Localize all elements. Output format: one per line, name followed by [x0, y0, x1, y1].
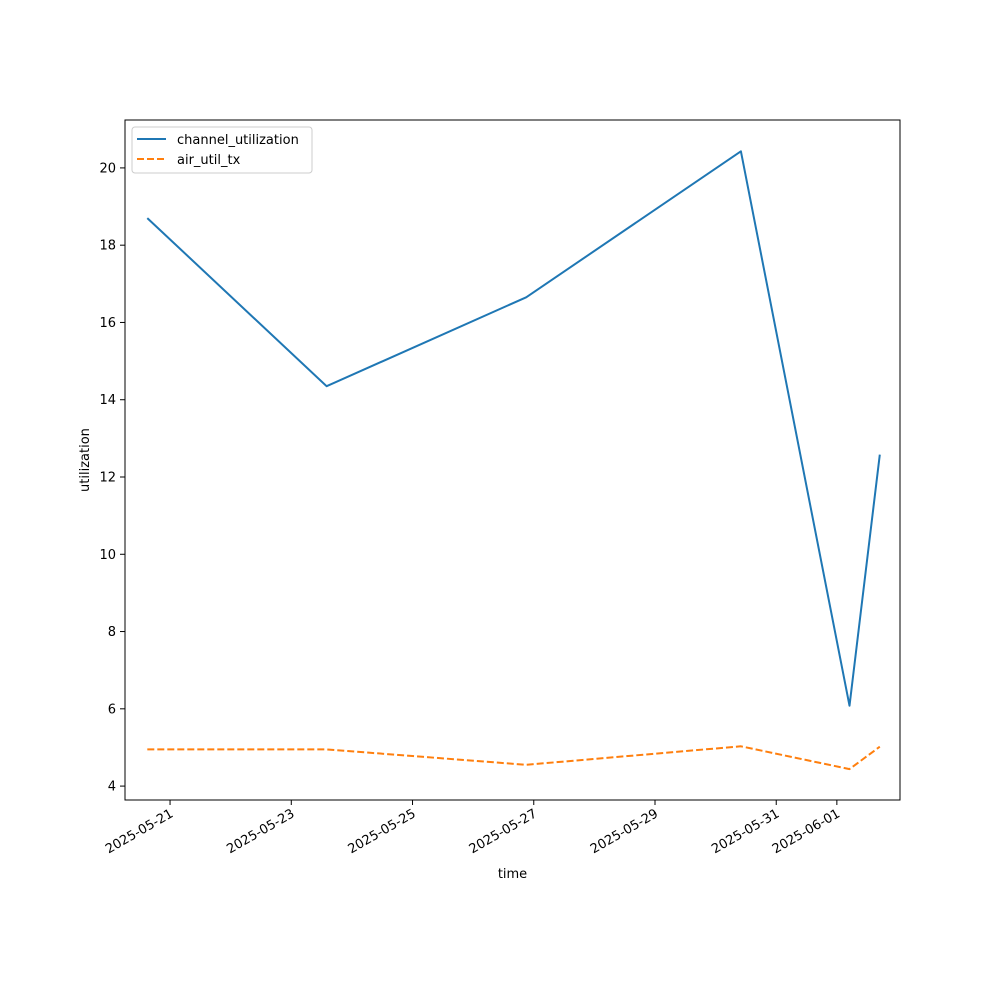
y-tick-label: 6 — [108, 702, 116, 717]
plot-frame — [124, 119, 901, 801]
series-line-channel-utilization — [146, 150, 881, 707]
y-axis-label: utilization — [78, 428, 93, 492]
y-tick-label: 12 — [99, 471, 116, 486]
y-tick-label: 18 — [99, 239, 116, 254]
legend-box — [131, 126, 313, 174]
series-line-air-util-tx — [147, 745, 881, 771]
y-tick-label: 20 — [99, 161, 116, 176]
x-axis-label: time — [498, 867, 527, 882]
legend-label-channel-utilization: channel_utilization — [177, 133, 299, 148]
y-tick-label: 16 — [99, 316, 116, 331]
legend-label-air-util-tx: air_util_tx — [177, 153, 241, 168]
y-tick-label: 4 — [108, 780, 116, 795]
y-tick-label: 14 — [99, 393, 116, 408]
y-axis: 4 6 8 10 12 14 16 18 20 — [99, 161, 125, 795]
y-tick-label: 8 — [108, 625, 116, 640]
series-layer — [146, 150, 881, 771]
y-tick-label: 10 — [99, 548, 116, 563]
legend: channel_utilization air_util_tx — [131, 126, 313, 174]
